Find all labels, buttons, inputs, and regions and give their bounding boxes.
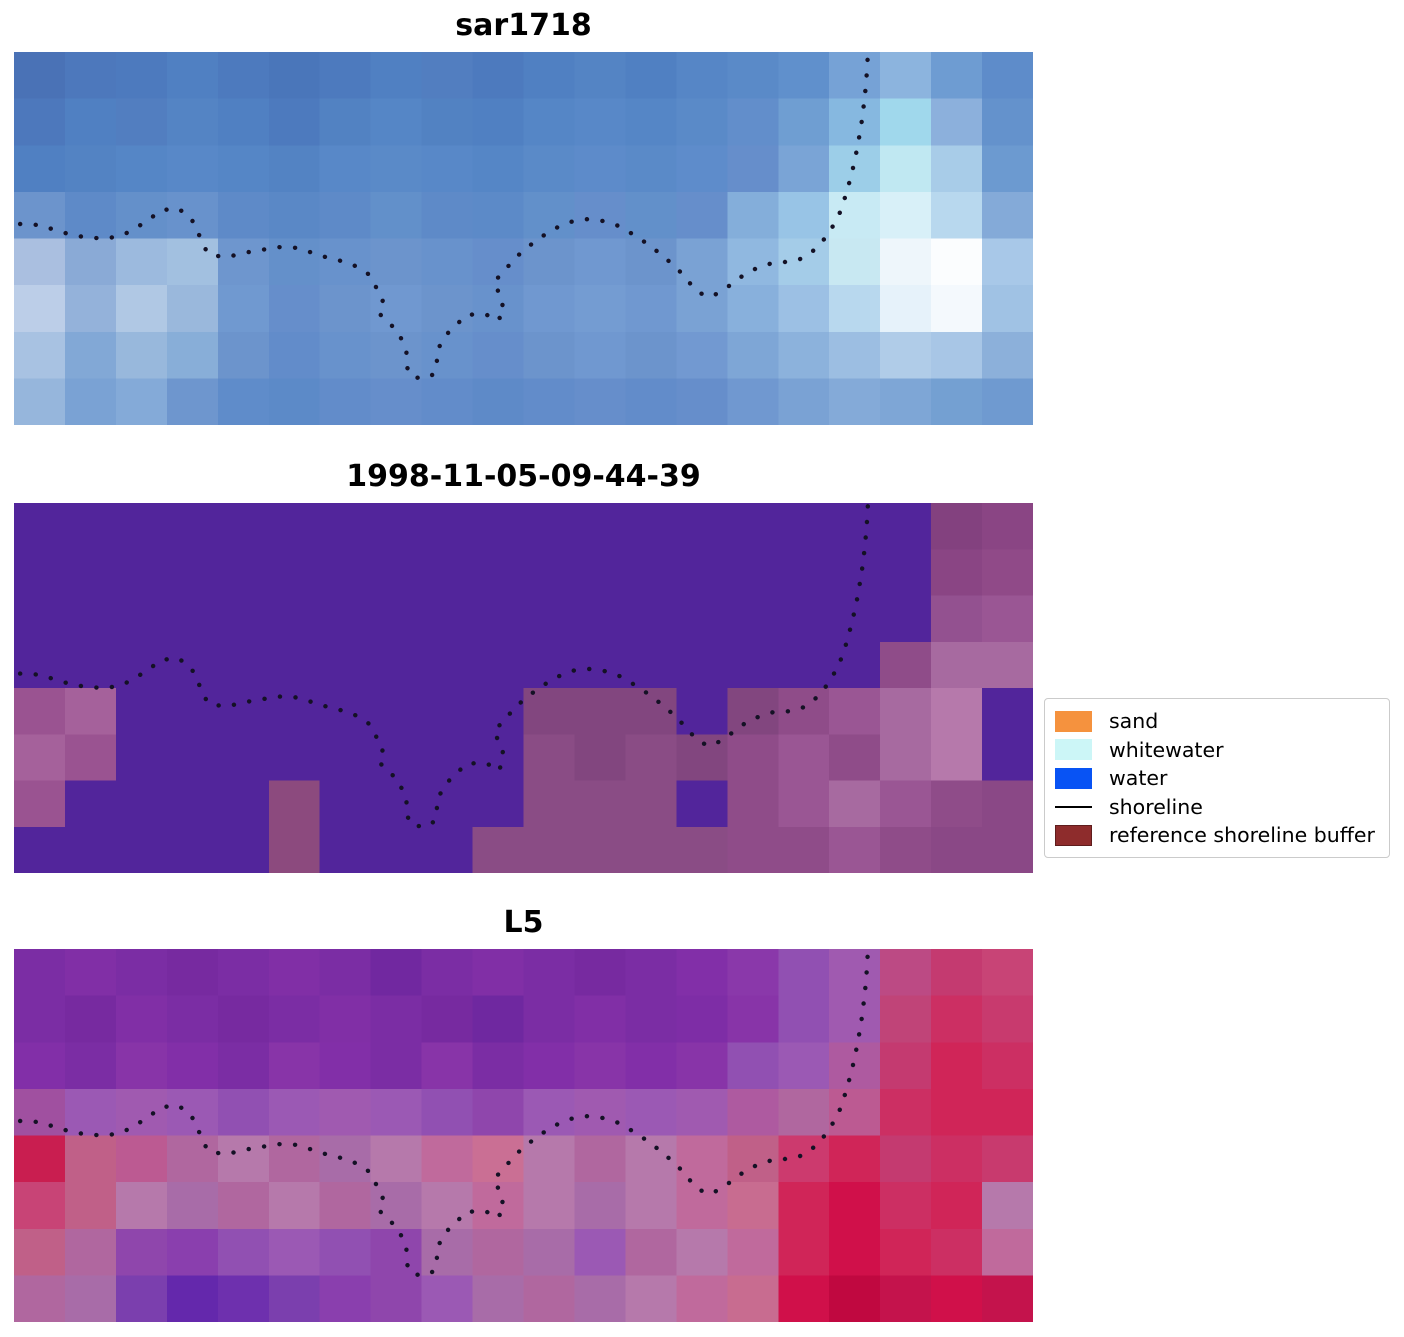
legend-item-shoreline: shoreline (1055, 793, 1379, 821)
shoreline-line-swatch (1055, 805, 1092, 808)
legend-item-water: water (1055, 764, 1379, 792)
l5-image (14, 949, 1033, 1322)
water-swatch (1055, 767, 1092, 789)
legend-label: shoreline (1109, 794, 1203, 819)
legend-item-whitewater: whitewater (1055, 736, 1379, 764)
legend-item-reference-shoreline-buffer: reference shoreline buffer (1055, 821, 1379, 849)
panel-title-classified: 1998-11-05-09-44-39 (346, 459, 701, 494)
legend-label: reference shoreline buffer (1109, 823, 1375, 847)
sand-swatch (1055, 710, 1092, 732)
legend-item-sand: sand (1055, 707, 1379, 735)
panel-l5: L5 (14, 905, 1033, 1322)
whitewater-swatch (1055, 739, 1092, 760)
reference-shoreline-buffer-swatch (1055, 824, 1092, 846)
panel-title-sar1718: sar1718 (455, 8, 592, 43)
panel-classified: 1998-11-05-09-44-39 (14, 459, 1033, 873)
legend: sand whitewater water shoreline referenc… (1044, 698, 1390, 858)
satellite-image-sar1718 (14, 52, 1033, 425)
panel-sar1718: sar1718 (14, 8, 1033, 425)
legend-label: sand (1109, 709, 1159, 733)
classified-image (14, 503, 1033, 873)
legend-label: whitewater (1109, 737, 1224, 762)
legend-label: water (1109, 766, 1168, 790)
panel-title-l5: L5 (503, 905, 544, 940)
